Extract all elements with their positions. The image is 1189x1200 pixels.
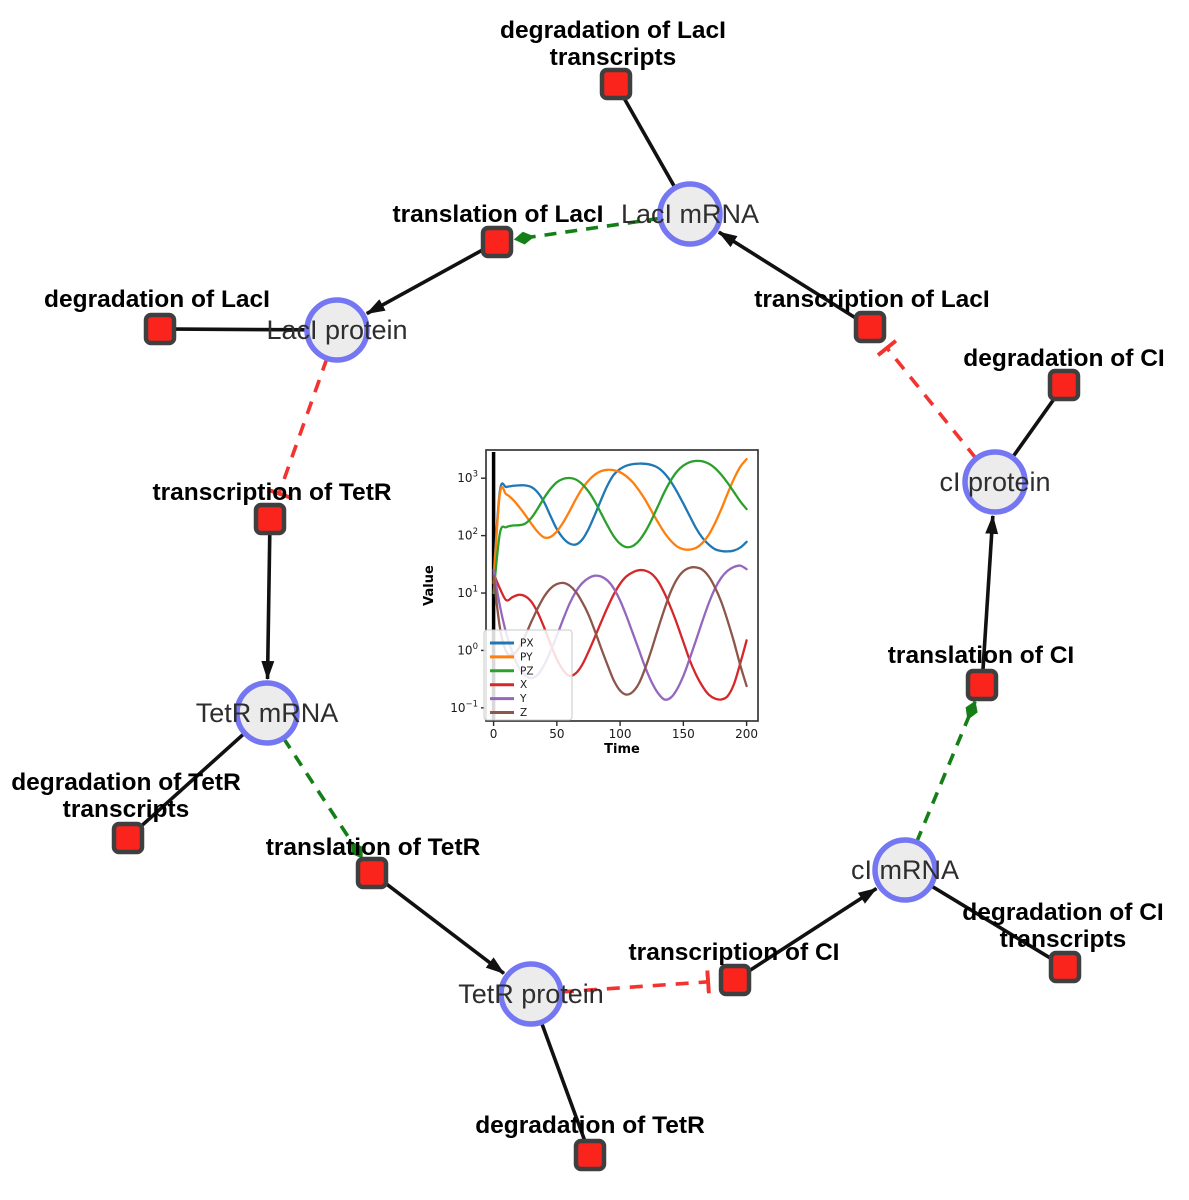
edge-consumption-lacI_protein-deg_lacI [174,327,308,332]
y-axis-label: Value [422,565,437,606]
y-tick-label: 103 [457,470,478,486]
reaction-label-deg_cI_tr-line2: transcripts [1000,926,1127,953]
reaction-node-transcription_tetR [253,502,287,536]
y-tick-label: 10−1 [450,699,478,715]
series-line-PY [492,457,748,585]
reaction-nodes-layer [111,67,1082,1172]
edge-production-translation_tetR-tetR_protein [382,880,506,975]
edge-inhibition-lacI_protein-transcription_tetR [267,357,329,500]
y-tick-label: 102 [457,527,478,543]
reaction-label-translation_cI: translation of CI [888,642,1074,669]
reaction-label-transcription_cI: transcription of CI [629,939,840,966]
reaction-node-deg_lacI [143,312,177,346]
reaction-node-transcription_cI [718,963,752,997]
edge-consumption-tetR_protein-deg_tetR [539,1021,587,1142]
edge-production-translation_lacI-lacI_protein [365,247,485,316]
reaction-label-deg_tetR: degradation of TetR [475,1112,705,1139]
species-node-cI_protein [962,449,1028,515]
axes-frame [485,449,759,722]
series-line-PZ [492,459,748,595]
y-tick-label: 100 [457,642,478,658]
legend-entry-Z: Z [520,707,527,719]
species-label-cI_protein: cI protein [939,467,1050,497]
x-tick-label: 50 [549,727,564,741]
reaction-node-translation_tetR [355,856,389,890]
species-label-lacI_protein: LacI protein [266,315,407,345]
labels-layer: degradation of LacItranscriptstranslatio… [11,17,1165,1139]
species-label-tetR_protein: TetR protein [458,979,604,1009]
x-tick-label: 150 [672,727,695,741]
species-label-tetR_mRNA: TetR mRNA [196,698,339,728]
inset-chart: 0 50 100 150 20010310210110010−1TimeValuePXP… [422,449,759,757]
y-tick-label: 101 [457,585,478,601]
reaction-label-translation_tetR: translation of TetR [266,834,481,861]
species-node-lacI_protein [304,297,370,363]
legend-entry-PZ: PZ [520,665,534,677]
x-axis-label: Time [604,742,640,757]
reaction-label-deg_lacI_tr-line1: degradation of LacI [500,17,726,44]
edge-production-transcription_tetR-tetR_mRNA [261,533,275,681]
reaction-label-deg_cI: degradation of CI [963,345,1164,372]
reaction-node-deg_tetR_tr [111,821,145,855]
reaction-node-transcription_lacI [853,310,887,344]
reaction-label-deg_tetR_tr-line2: transcripts [63,796,190,823]
edge-consumption-cI_mRNA-deg_cI_tr [929,884,1054,961]
edge-modifier-cI_mRNA-translation_cI [914,700,978,843]
reaction-node-deg_cI_tr [1048,950,1082,984]
edge-inhibition-cI_protein-transcription_lacI [876,339,978,460]
edges-layer [137,96,1057,1142]
species-node-lacI_mRNA [657,181,723,247]
edge-consumption-cI_protein-deg_cI [1010,396,1057,459]
legend-entry-Y: Y [519,693,527,705]
edge-production-transcription_lacI-lacI_mRNA [717,230,859,321]
edge-modifier-lacI_mRNA-translation_lacI [513,216,661,245]
reaction-label-transcription_tetR: transcription of TetR [152,479,391,506]
edge-inhibition-tetR_protein-transcription_cI [560,970,711,994]
legend-entry-PY: PY [520,651,533,663]
species-label-cI_mRNA: cI mRNA [851,855,959,885]
reaction-label-transcription_lacI: transcription of LacI [754,286,990,313]
reaction-node-translation_cI [965,668,999,702]
edge-consumption-lacI_mRNA-deg_lacI_tr [621,96,677,189]
reaction-label-deg_lacI: degradation of LacI [44,286,270,313]
x-tick-label: 100 [609,727,632,741]
species-nodes-layer [234,181,1028,1027]
reaction-label-deg_tetR_tr-line1: degradation of TetR [11,769,241,796]
reaction-label-deg_cI_tr-line1: degradation of CI [962,899,1163,926]
edge-production-transcription_cI-cI_mRNA [746,886,878,974]
reaction-label-deg_lacI_tr-line2: transcripts [550,44,677,71]
legend-entry-PX: PX [520,638,534,650]
reaction-label-translation_lacI: translation of LacI [392,201,603,228]
x-tick-label: 0 [490,727,498,741]
species-node-cI_mRNA [872,837,938,903]
edge-production-translation_cI-cI_protein [981,514,999,671]
reaction-node-deg_tetR [573,1138,607,1172]
reaction-node-deg_lacI_tr [599,67,633,101]
reaction-node-translation_lacI [480,225,514,259]
reaction-node-deg_cI [1047,368,1081,402]
species-node-tetR_mRNA [234,680,300,746]
species-label-lacI_mRNA: LacI mRNA [621,199,759,229]
series-line-Z [492,566,748,696]
edge-modifier-tetR_mRNA-translation_tetR [281,737,364,859]
species-node-tetR_protein [498,961,564,1027]
edge-consumption-tetR_mRNA-deg_tetR_tr [137,731,246,830]
legend-entry-X: X [520,679,527,691]
x-tick-label: 200 [735,727,758,741]
